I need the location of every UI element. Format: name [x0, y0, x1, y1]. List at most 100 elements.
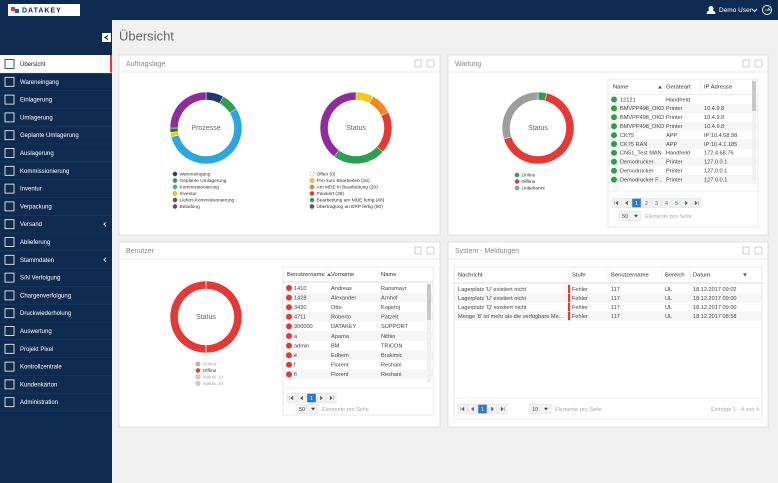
- panel-expand-icon[interactable]: [754, 246, 763, 255]
- menu-label[interactable]: Versand: [20, 222, 42, 228]
- table-row[interactable]: [608, 95, 758, 104]
- menu-label[interactable]: Chargenverfolgung: [20, 293, 71, 299]
- table-row[interactable]: [608, 175, 758, 185]
- page-number[interactable]: 4: [665, 201, 668, 207]
- user-name[interactable]: Demo User: [719, 7, 753, 14]
- panel-copy-icon[interactable]: [742, 246, 750, 255]
- table-row[interactable]: [283, 302, 433, 312]
- column-header[interactable]: IP Adresse: [704, 85, 732, 91]
- table-row[interactable]: [283, 369, 433, 380]
- menu-label[interactable]: Projekt Pixel: [20, 347, 53, 353]
- page-size-select[interactable]: [295, 404, 319, 414]
- table-cell: CN51_Test MAN: [620, 151, 662, 157]
- table-row[interactable]: [283, 312, 433, 322]
- table-row[interactable]: [454, 302, 762, 312]
- table-row[interactable]: [454, 311, 762, 321]
- pager-button[interactable]: [651, 198, 662, 208]
- table-row[interactable]: [283, 292, 433, 303]
- menu-item[interactable]: [0, 91, 112, 109]
- logout-button[interactable]: [762, 5, 772, 15]
- menu-label[interactable]: Verpackung: [20, 204, 52, 210]
- page-size-select[interactable]: [528, 404, 552, 414]
- menu-item[interactable]: [0, 322, 112, 340]
- table-row[interactable]: [608, 157, 758, 167]
- menu-item[interactable]: [0, 340, 112, 358]
- column-header[interactable]: Benutzername: [287, 272, 325, 278]
- panel-copy-icon[interactable]: [414, 246, 422, 255]
- table-cell: CK75 RAN: [620, 142, 647, 148]
- menu-item[interactable]: [0, 215, 112, 233]
- user-menu-chevron[interactable]: [751, 8, 758, 13]
- collapse-button[interactable]: [102, 33, 111, 42]
- pager-button[interactable]: [477, 404, 488, 414]
- column-header[interactable]: Stufe: [572, 273, 586, 279]
- table-row[interactable]: [283, 283, 433, 293]
- menu-item[interactable]: [0, 197, 112, 215]
- pager-button[interactable]: [641, 198, 652, 208]
- page-number[interactable]: 1: [310, 396, 313, 402]
- page-size-select[interactable]: [618, 211, 642, 221]
- column-header[interactable]: Benutzername: [611, 273, 649, 279]
- column-header[interactable]: Nachricht: [458, 273, 483, 279]
- menu-item[interactable]: [0, 233, 112, 251]
- column-header[interactable]: Name: [381, 272, 396, 278]
- menu-item[interactable]: [0, 180, 112, 198]
- menu-label[interactable]: Kontrollzentrale: [20, 365, 62, 371]
- menu-label[interactable]: Übersicht: [20, 61, 46, 68]
- table-row[interactable]: [283, 340, 433, 351]
- column-header[interactable]: Datum: [693, 273, 710, 279]
- table-row[interactable]: [608, 121, 758, 131]
- column-header[interactable]: Name: [613, 85, 628, 91]
- column-header[interactable]: Geräteart: [666, 85, 691, 91]
- table-row[interactable]: [608, 166, 758, 176]
- menu-item[interactable]: [0, 55, 112, 73]
- panel-copy-icon[interactable]: [414, 59, 422, 68]
- panel-expand-icon[interactable]: [426, 246, 435, 255]
- menu-label[interactable]: Auswertung: [20, 329, 52, 335]
- menu-item[interactable]: [0, 108, 112, 126]
- pager-button[interactable]: [631, 198, 642, 208]
- menu-label[interactable]: Wareneingang: [20, 80, 59, 86]
- table-row[interactable]: [608, 130, 758, 140]
- column-header[interactable]: Bereich: [665, 273, 685, 279]
- menu-label[interactable]: Druckwiederholung: [20, 311, 71, 317]
- panel-expand-icon[interactable]: [426, 59, 435, 68]
- pager-button[interactable]: [661, 198, 672, 208]
- menu-label[interactable]: Inventur: [20, 187, 42, 193]
- table-row[interactable]: [454, 293, 762, 303]
- scrollbar-thumb[interactable]: [427, 284, 431, 320]
- menu-label[interactable]: Kommissionierung: [20, 169, 69, 175]
- table-row[interactable]: [283, 321, 433, 332]
- table-row[interactable]: [608, 148, 758, 158]
- table-row[interactable]: [454, 284, 762, 294]
- menu-item[interactable]: [0, 251, 112, 269]
- page-number[interactable]: 1: [635, 201, 638, 207]
- panel-copy-icon[interactable]: [742, 59, 750, 68]
- menu-label[interactable]: Stammdaten: [20, 258, 54, 264]
- table-cell: Reshani: [381, 363, 402, 369]
- page-number[interactable]: 5: [675, 201, 678, 207]
- menu-label[interactable]: Administration: [20, 400, 58, 406]
- pager-button[interactable]: [671, 198, 682, 208]
- page-number[interactable]: 3: [655, 201, 658, 207]
- menu-label[interactable]: Auslagerung: [20, 151, 54, 157]
- pager-button[interactable]: [306, 393, 317, 403]
- table-row[interactable]: [608, 103, 758, 113]
- column-header[interactable]: Vorname: [331, 272, 354, 278]
- table-row[interactable]: [608, 112, 758, 122]
- table-row[interactable]: [283, 360, 433, 370]
- menu-label[interactable]: Einlagerung: [20, 98, 52, 104]
- menu-label[interactable]: Ablieferung: [20, 240, 50, 246]
- page-number[interactable]: 1: [481, 407, 484, 413]
- menu-item[interactable]: [0, 144, 112, 162]
- table-row[interactable]: [608, 139, 758, 149]
- menu-label[interactable]: Kundenkarton: [20, 382, 57, 388]
- table-row[interactable]: [283, 331, 433, 341]
- panel-expand-icon[interactable]: [754, 59, 763, 68]
- menu-label[interactable]: Geplante Umlagerung: [20, 133, 79, 139]
- menu-label[interactable]: Umlagerung: [20, 115, 53, 121]
- scrollbar-thumb[interactable]: [752, 81, 756, 111]
- menu-label[interactable]: S/N Verfolgung: [20, 276, 60, 282]
- page-number[interactable]: 2: [645, 201, 648, 207]
- table-row[interactable]: [283, 350, 433, 360]
